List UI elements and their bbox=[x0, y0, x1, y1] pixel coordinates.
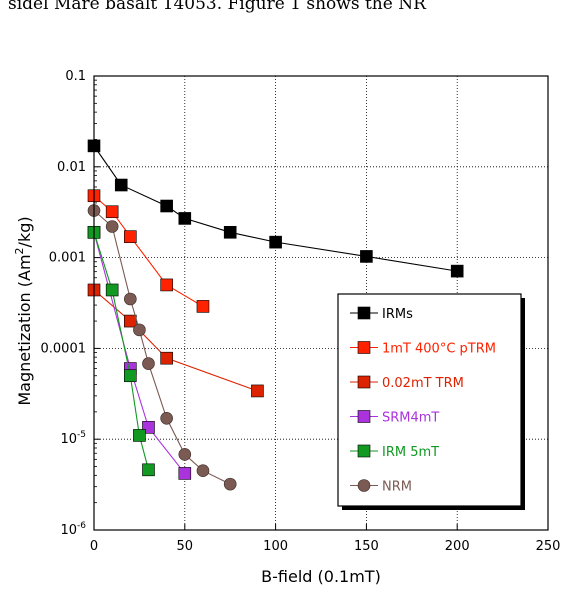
y-tick-label: 10-6 bbox=[60, 521, 86, 538]
y-label-main: Magnetization (Am bbox=[15, 254, 34, 405]
legend-label: IRMs bbox=[382, 307, 413, 322]
legend-marker bbox=[357, 375, 371, 389]
data-point bbox=[133, 323, 146, 337]
data-point bbox=[450, 264, 464, 278]
x-tick-label: 100 bbox=[263, 539, 288, 554]
data-point bbox=[142, 463, 155, 477]
data-point bbox=[223, 225, 237, 239]
x-tick-label: 0 bbox=[90, 539, 98, 554]
x-tick-label: 200 bbox=[445, 539, 470, 554]
data-point bbox=[160, 199, 173, 213]
legend-entry: NRM bbox=[350, 479, 412, 495]
series-irm-5mt bbox=[87, 225, 155, 477]
data-point bbox=[223, 477, 237, 491]
legend-marker bbox=[357, 341, 371, 354]
series-line bbox=[93, 289, 258, 392]
legend-entry: 0.02mT TRM bbox=[350, 375, 464, 391]
legend-marker bbox=[357, 479, 371, 492]
legend-entry: SRM4mT bbox=[350, 410, 439, 426]
series-nrm bbox=[87, 204, 237, 491]
data-point bbox=[178, 212, 192, 225]
legend-entry: 1mT 400°C pTRM bbox=[350, 341, 496, 357]
plot-frame bbox=[93, 75, 549, 531]
legend-label: IRM 5mT bbox=[382, 445, 439, 460]
data-point bbox=[124, 369, 137, 383]
series-line bbox=[93, 232, 186, 474]
legend-marker bbox=[357, 444, 371, 458]
data-point bbox=[196, 300, 210, 313]
data-point bbox=[124, 314, 137, 328]
y-axis-label: Magnetization (Am2/kg) bbox=[13, 216, 34, 405]
data-point bbox=[360, 250, 373, 263]
y-tick-label: 0.0001 bbox=[41, 341, 87, 356]
y-tick-label: 0.1 bbox=[65, 69, 86, 84]
legend-label: 1mT 400°C pTRM bbox=[382, 342, 496, 357]
data-point bbox=[196, 464, 210, 477]
legend-marker bbox=[357, 410, 371, 423]
data-point bbox=[178, 448, 192, 461]
data-point bbox=[124, 292, 137, 306]
data-point bbox=[142, 357, 155, 370]
legend-label: NRM bbox=[382, 480, 412, 495]
x-tick-label: 50 bbox=[177, 539, 194, 554]
legend-entry: IRMs bbox=[350, 306, 413, 322]
legend-entry: IRM 5mT bbox=[350, 444, 439, 460]
data-point bbox=[114, 178, 128, 192]
data-point bbox=[178, 467, 192, 480]
x-axis-label: B-field (0.1mT) bbox=[261, 567, 381, 586]
data-point bbox=[251, 384, 264, 398]
legend-label: 0.02mT TRM bbox=[382, 376, 464, 391]
data-point bbox=[105, 283, 119, 297]
data-point bbox=[124, 230, 137, 243]
series-line bbox=[93, 145, 458, 272]
data-point bbox=[105, 220, 119, 233]
legend-label: SRM4mT bbox=[382, 411, 439, 426]
legend: IRMs 1mT 400°C pTRM 0.02mT TRM SRM4mT IRM 5m… bbox=[337, 293, 525, 510]
y-label-unit: /kg) bbox=[15, 216, 34, 247]
data-point bbox=[269, 235, 282, 249]
y-tick-label: 0.01 bbox=[57, 160, 86, 175]
data-point bbox=[160, 351, 173, 365]
y-axis-ticks: 0.1 0.01 0.001 0.0001 10-5 10-6 bbox=[41, 69, 100, 538]
caption-fragment: sidel Mare basalt 14053. Figure 1 shows … bbox=[8, 0, 426, 14]
data-point bbox=[105, 205, 119, 219]
y-label-superscript: 2 bbox=[13, 247, 26, 254]
x-tick-label: 250 bbox=[536, 539, 561, 554]
data-point bbox=[160, 278, 173, 292]
y-tick-label: 0.001 bbox=[49, 251, 86, 266]
series-0-02mt-trm bbox=[87, 283, 264, 398]
legend-box bbox=[337, 293, 522, 507]
data-point bbox=[160, 411, 173, 425]
series-1mt-400-c-ptrm bbox=[87, 189, 210, 313]
data-point bbox=[133, 429, 146, 442]
legend-marker bbox=[357, 306, 371, 320]
series-line bbox=[93, 210, 231, 485]
x-tick-label: 150 bbox=[354, 539, 379, 554]
y-tick-label: 10-5 bbox=[60, 430, 86, 447]
x-axis-ticks: 0 50 100 150 200 250 bbox=[90, 524, 561, 554]
